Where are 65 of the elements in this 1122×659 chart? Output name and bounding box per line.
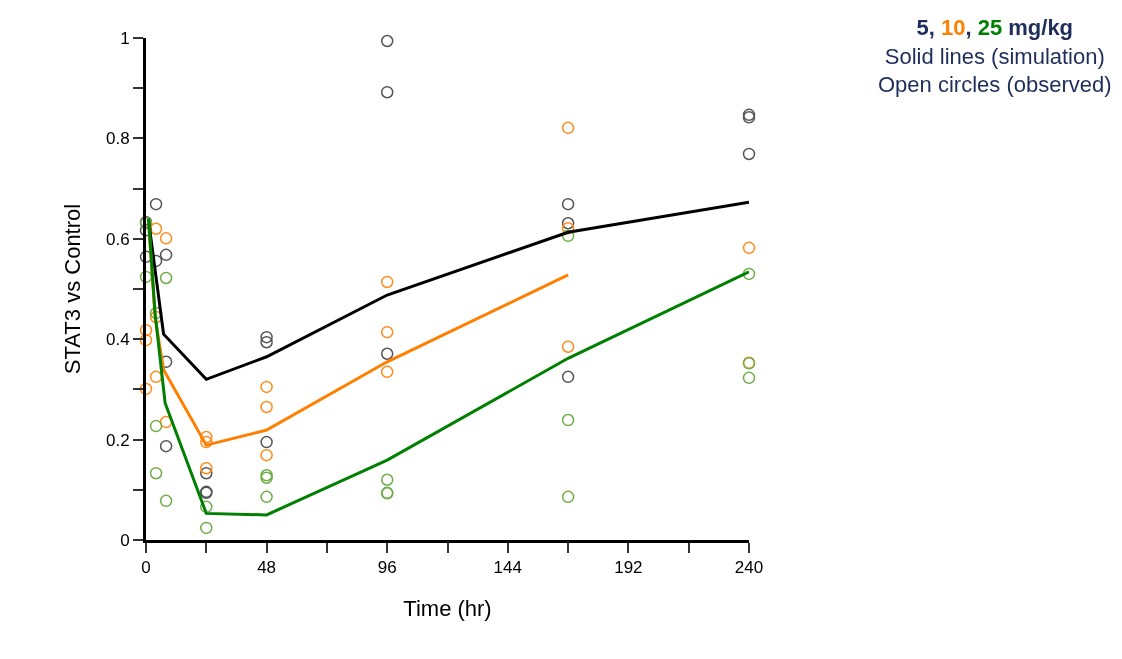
point <box>149 222 163 236</box>
point <box>200 466 213 480</box>
point <box>139 382 153 396</box>
point <box>561 197 575 211</box>
x-tick-label: 48 <box>257 558 277 578</box>
point <box>561 121 575 135</box>
point <box>742 147 756 161</box>
point <box>149 197 163 211</box>
point <box>200 435 213 449</box>
point <box>260 330 273 344</box>
point <box>561 222 575 235</box>
y-tick-label: 0.8 <box>105 129 130 149</box>
point <box>200 430 213 444</box>
point <box>159 232 173 245</box>
point <box>561 216 575 230</box>
point <box>561 490 575 504</box>
text: Solid lines (simulation) <box>884 43 1105 69</box>
point <box>380 85 394 99</box>
point <box>260 400 273 414</box>
point <box>380 325 394 339</box>
point <box>260 335 273 349</box>
x-tick-label: 0 <box>141 558 151 578</box>
point <box>159 494 173 508</box>
point <box>380 34 394 48</box>
point <box>149 419 163 433</box>
point <box>159 415 173 429</box>
point <box>380 473 394 487</box>
point <box>139 270 153 284</box>
point <box>260 490 273 504</box>
y-tick-label: 1 <box>120 28 130 48</box>
point <box>149 466 163 480</box>
x-axis-title: Time (hr) <box>403 596 492 622</box>
x-tick-label: 96 <box>377 558 397 578</box>
point <box>139 323 153 337</box>
y-axis-title: STAT3 vs Control <box>59 203 85 375</box>
point <box>200 521 213 535</box>
x-tick-label: 144 <box>493 558 522 578</box>
point <box>561 229 575 243</box>
point <box>742 267 756 281</box>
point <box>742 371 756 385</box>
point <box>139 333 153 347</box>
y-tick-label: 0.2 <box>105 430 130 450</box>
point <box>159 439 173 453</box>
point <box>200 500 213 514</box>
x-tick-label: 240 <box>734 558 764 578</box>
text: Open circles (observed) <box>878 72 1112 98</box>
y-tick-label: 0.4 <box>105 330 130 350</box>
point <box>561 340 575 353</box>
y-tick-label: 0 <box>120 530 130 550</box>
point <box>561 413 575 427</box>
point <box>260 448 273 462</box>
x-tick-label: 192 <box>614 558 643 578</box>
point <box>149 370 163 384</box>
point <box>260 380 273 394</box>
point <box>200 461 213 475</box>
y-tick-label: 0.6 <box>105 229 130 249</box>
point <box>260 435 273 449</box>
point <box>380 347 394 361</box>
point <box>561 370 575 384</box>
point <box>159 248 173 262</box>
point <box>380 365 394 379</box>
point <box>159 271 173 285</box>
point <box>742 241 756 255</box>
text: 5, 10, 25 mg/kg <box>916 15 1074 40</box>
point <box>380 275 394 289</box>
